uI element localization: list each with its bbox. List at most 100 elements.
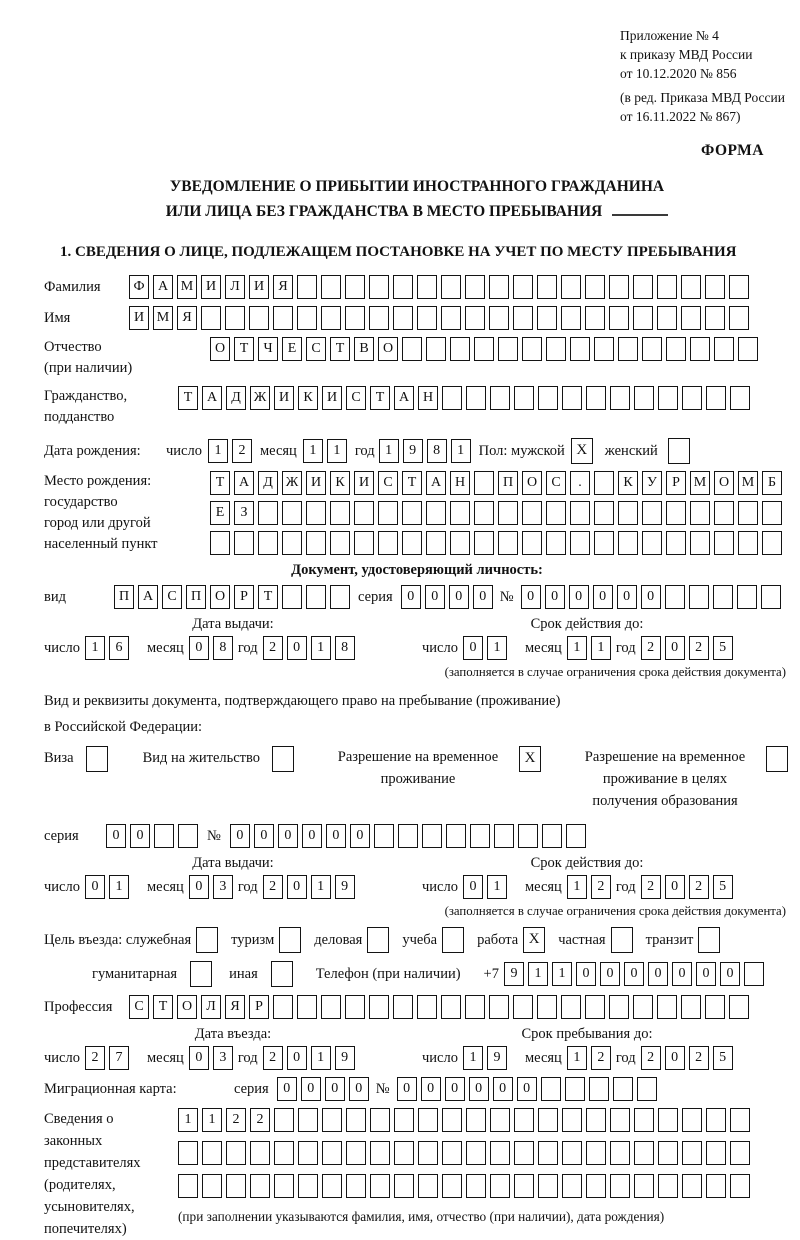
char-cell[interactable] [513, 995, 533, 1019]
char-cell[interactable] [321, 275, 341, 299]
char-cell[interactable]: 0 [462, 875, 483, 899]
char-cell[interactable]: Ж [282, 471, 302, 495]
char-cell[interactable]: З [234, 501, 254, 525]
char-cell[interactable]: 2 [640, 875, 661, 899]
char-cell[interactable]: 2 [250, 1108, 270, 1132]
char-cell[interactable]: Р [234, 585, 254, 609]
char-cell[interactable] [762, 501, 782, 525]
char-cell[interactable]: М [177, 275, 197, 299]
char-cell[interactable] [490, 1141, 510, 1165]
char-cell[interactable] [306, 501, 326, 525]
char-cell[interactable] [210, 531, 230, 555]
char-cell[interactable]: 1 [566, 636, 587, 660]
char-cell[interactable]: Я [225, 995, 245, 1019]
char-cell[interactable] [736, 585, 757, 609]
other-checkbox[interactable] [270, 961, 293, 987]
char-cell[interactable] [402, 501, 422, 525]
char-cell[interactable] [681, 995, 701, 1019]
char-cell[interactable] [618, 337, 638, 361]
residence-permit-checkbox[interactable] [272, 746, 295, 772]
char-cell[interactable] [489, 275, 509, 299]
char-cell[interactable]: 1 [310, 875, 331, 899]
char-cell[interactable]: 1 [310, 1046, 331, 1070]
char-cell[interactable]: 1 [326, 439, 347, 463]
char-cell[interactable] [690, 337, 710, 361]
char-cell[interactable] [226, 1174, 246, 1198]
char-cell[interactable]: 0 [424, 585, 445, 609]
char-cell[interactable] [370, 1108, 390, 1132]
char-cell[interactable] [642, 501, 662, 525]
char-cell[interactable]: 0 [84, 875, 105, 899]
char-cell[interactable]: 0 [286, 1046, 307, 1070]
char-cell[interactable] [714, 337, 734, 361]
char-cell[interactable] [441, 995, 461, 1019]
char-cell[interactable]: 0 [664, 636, 685, 660]
char-cell[interactable]: 1 [450, 439, 471, 463]
char-cell[interactable]: С [346, 386, 366, 410]
char-cell[interactable]: С [306, 337, 326, 361]
char-cell[interactable] [393, 306, 413, 330]
char-cell[interactable]: 0 [468, 1077, 489, 1101]
char-cell[interactable]: 1 [462, 1046, 483, 1070]
char-cell[interactable]: Б [762, 471, 782, 495]
char-cell[interactable]: И [249, 275, 269, 299]
char-cell[interactable] [642, 337, 662, 361]
char-cell[interactable] [610, 1174, 630, 1198]
char-cell[interactable] [594, 337, 614, 361]
char-cell[interactable] [585, 275, 605, 299]
char-cell[interactable]: И [274, 386, 294, 410]
char-cell[interactable]: Л [225, 275, 245, 299]
char-cell[interactable] [633, 306, 653, 330]
char-cell[interactable] [274, 1174, 294, 1198]
char-cell[interactable] [397, 824, 418, 848]
char-cell[interactable]: 2 [84, 1046, 105, 1070]
char-cell[interactable] [417, 306, 437, 330]
char-cell[interactable] [330, 531, 350, 555]
char-cell[interactable] [450, 531, 470, 555]
char-cell[interactable]: 0 [664, 875, 685, 899]
char-cell[interactable] [274, 1141, 294, 1165]
char-cell[interactable]: 0 [462, 636, 483, 660]
char-cell[interactable] [226, 1141, 246, 1165]
char-cell[interactable] [442, 1141, 462, 1165]
char-cell[interactable]: К [618, 471, 638, 495]
char-cell[interactable]: 2 [262, 636, 283, 660]
char-cell[interactable]: 0 [348, 1077, 369, 1101]
char-cell[interactable]: 0 [444, 1077, 465, 1101]
char-cell[interactable] [321, 306, 341, 330]
char-cell[interactable]: 9 [503, 962, 524, 986]
char-cell[interactable] [445, 824, 466, 848]
char-cell[interactable] [469, 824, 490, 848]
char-cell[interactable] [565, 824, 586, 848]
char-cell[interactable]: 8 [426, 439, 447, 463]
char-cell[interactable] [562, 1141, 582, 1165]
study-checkbox[interactable] [442, 927, 465, 953]
char-cell[interactable]: 0 [229, 824, 250, 848]
char-cell[interactable] [514, 1174, 534, 1198]
char-cell[interactable]: 0 [520, 585, 541, 609]
char-cell[interactable] [369, 306, 389, 330]
char-cell[interactable] [586, 1174, 606, 1198]
char-cell[interactable]: Ч [258, 337, 278, 361]
char-cell[interactable] [610, 1141, 630, 1165]
char-cell[interactable]: 9 [334, 1046, 355, 1070]
male-checkbox[interactable]: X [570, 438, 593, 464]
char-cell[interactable]: Л [201, 995, 221, 1019]
char-cell[interactable] [541, 824, 562, 848]
char-cell[interactable] [561, 306, 581, 330]
char-cell[interactable]: 1 [108, 875, 129, 899]
char-cell[interactable]: 0 [719, 962, 740, 986]
char-cell[interactable] [466, 386, 486, 410]
char-cell[interactable]: 2 [590, 875, 611, 899]
char-cell[interactable]: 1 [486, 875, 507, 899]
char-cell[interactable] [714, 531, 734, 555]
visa-checkbox[interactable] [85, 746, 108, 772]
char-cell[interactable]: М [690, 471, 710, 495]
char-cell[interactable]: А [426, 471, 446, 495]
char-cell[interactable] [330, 501, 350, 525]
char-cell[interactable]: А [234, 471, 254, 495]
char-cell[interactable] [402, 337, 422, 361]
char-cell[interactable] [450, 337, 470, 361]
char-cell[interactable] [634, 1174, 654, 1198]
char-cell[interactable] [594, 501, 614, 525]
